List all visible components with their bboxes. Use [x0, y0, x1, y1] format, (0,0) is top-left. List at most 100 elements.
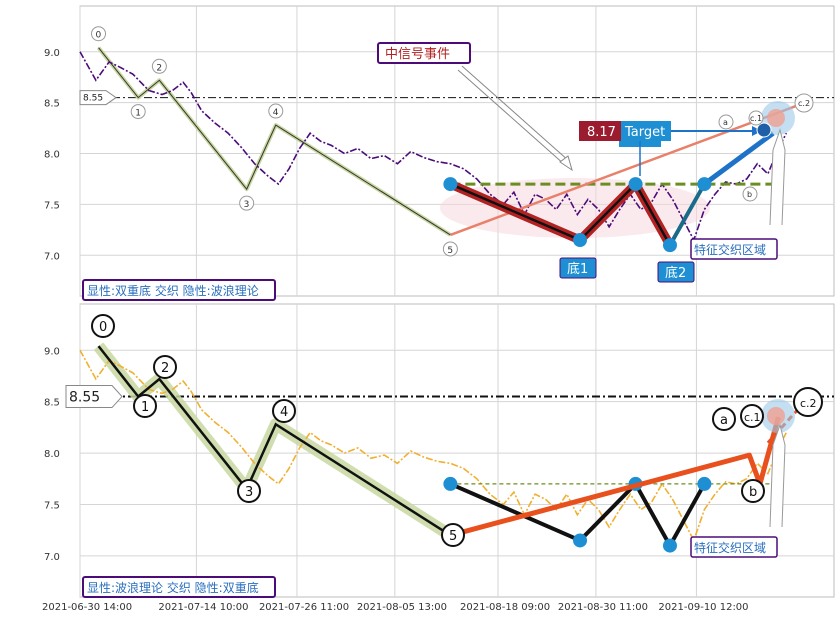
abc-label: c.2	[800, 397, 817, 410]
x-tick-label: 2021-09-10 12:00	[658, 602, 748, 613]
level-label-box	[79, 90, 117, 106]
abc-marker	[748, 110, 764, 126]
pattern-node	[662, 238, 677, 253]
abc-marker	[794, 93, 814, 113]
wave-marker	[133, 394, 157, 418]
target-value: 8.17	[587, 125, 616, 140]
wave-marker	[441, 523, 465, 547]
target-node	[756, 122, 772, 138]
wave-marker	[239, 195, 255, 211]
abc-label: b	[747, 190, 752, 199]
bottom2-box	[657, 261, 695, 283]
wave-marker	[272, 399, 296, 423]
spike-arrow	[769, 423, 786, 528]
y-tick-label: 7.0	[44, 251, 60, 262]
wave-label: 2	[161, 361, 169, 376]
abc-label: c.1	[744, 411, 761, 424]
y-tick-label: 7.5	[44, 200, 60, 211]
level-label-855: 8.55	[69, 390, 100, 406]
zone-label: 特征交织区域	[694, 540, 766, 555]
abc-label: a	[720, 413, 728, 428]
abc-marker	[740, 404, 764, 428]
abc-label: b	[749, 485, 757, 500]
price-line	[79, 349, 788, 543]
abc-label: a	[723, 118, 728, 127]
bottom2-label: 底2	[665, 265, 686, 281]
event-label-box	[377, 42, 471, 64]
wave-line	[98, 47, 451, 236]
x-tick-label: 2021-08-30 11:00	[558, 602, 648, 613]
wave-marker	[442, 241, 458, 257]
target-label: Target	[624, 125, 665, 140]
zone-box	[690, 238, 778, 260]
y-tick-label: 7.5	[44, 500, 60, 511]
pattern-node	[697, 177, 712, 192]
wave-label: 3	[244, 200, 250, 210]
y-tick-label: 9.0	[44, 346, 60, 357]
spike-arrow	[769, 128, 786, 226]
y-tick-label: 8.5	[44, 398, 60, 409]
event-label: 中信号事件	[385, 47, 450, 62]
wave-line	[97, 345, 452, 537]
wave-marker	[91, 314, 115, 338]
bottom1-label: 底1	[567, 261, 588, 277]
zone-box	[690, 536, 778, 558]
bottom-panel: 7.0 7.5 8.0 8.5 9.0 8.55 0 1 2 3 4 5 a b c.1 c.2 特征交织区域显…	[44, 303, 835, 598]
wave-marker	[151, 58, 167, 74]
pattern-node	[573, 533, 588, 548]
pattern-line	[449, 182, 672, 246]
wave-label: 2	[156, 63, 162, 73]
wave-label: 3	[245, 485, 253, 500]
wave-label: 1	[135, 109, 141, 119]
caption: 显性:双重底 交织 隐性:波浪理论	[87, 283, 259, 298]
bottom1-box	[559, 257, 597, 279]
x-tick-label: 2021-07-26 11:00	[259, 602, 349, 613]
wave-marker	[237, 479, 261, 503]
pattern-region	[440, 178, 710, 238]
target-label-box	[621, 121, 671, 141]
caption-box	[82, 576, 276, 598]
wave-label: 0	[96, 31, 102, 41]
target-value-box	[579, 121, 621, 141]
abc-marker	[712, 407, 736, 431]
x-tick-label: 2021-08-05 13:00	[357, 602, 447, 613]
target-glow-inner	[767, 109, 785, 127]
wave-marker	[268, 103, 284, 119]
pattern-rise	[668, 183, 707, 247]
event-arrow-head	[559, 155, 573, 172]
pattern-node	[628, 177, 643, 192]
target-glow-inner	[767, 407, 785, 425]
level-label-box	[65, 385, 123, 409]
y-tick-label: 8.5	[44, 99, 60, 110]
y-tick-label: 8.0	[44, 449, 60, 460]
abc-marker	[718, 114, 734, 130]
y-tick-label: 9.0	[44, 48, 60, 59]
abc-label: c.2	[798, 99, 810, 108]
wave-label: 5	[447, 246, 453, 256]
abc-marker	[793, 387, 823, 417]
wave-marker	[153, 355, 177, 379]
abc-marker	[741, 479, 765, 503]
pattern-node	[573, 233, 588, 248]
y-tick-label: 8.0	[44, 150, 60, 161]
pattern-node	[662, 538, 677, 553]
caption-box	[82, 279, 276, 301]
pattern-node	[443, 476, 458, 491]
price-line	[79, 51, 788, 243]
pattern-node	[443, 177, 458, 192]
target-line	[702, 131, 775, 187]
wave-label: 4	[280, 405, 288, 420]
wave-marker	[91, 26, 107, 42]
x-tick-label: 2021-08-18 09:00	[460, 602, 550, 613]
wave-label: 1	[141, 400, 149, 415]
wave-label: 5	[449, 529, 457, 544]
event-arrow	[457, 65, 570, 166]
wave-label: 4	[273, 108, 279, 118]
wave-marker	[130, 104, 146, 120]
caption: 显性:波浪理论 交织 隐性:双重底	[87, 580, 259, 595]
wave-label: 0	[99, 320, 107, 335]
zone-label: 特征交织区域	[694, 242, 766, 257]
